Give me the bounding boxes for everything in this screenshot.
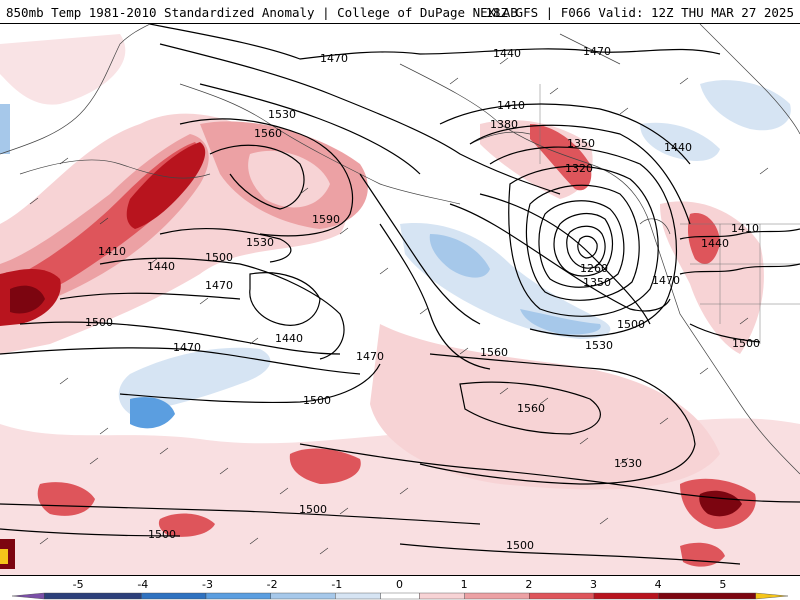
colorbar-tick-label: 5 xyxy=(719,578,726,591)
contour-label: 1440 xyxy=(493,47,521,60)
wind-barbs xyxy=(29,57,769,555)
contour-label: 1410 xyxy=(731,222,759,235)
state-borders xyxy=(539,84,800,344)
geopotential-height-contours xyxy=(0,24,800,565)
colorbar-swatch xyxy=(419,592,465,600)
colorbar-tick-label: -1 xyxy=(331,578,342,591)
map-title: 850mb Temp 1981-2010 Standardized Anomal… xyxy=(6,5,518,20)
colorbar-swatch xyxy=(270,592,336,600)
colorbar-swatch xyxy=(335,592,381,600)
contour-label: 1470 xyxy=(205,279,233,292)
contour-label: 1440 xyxy=(701,237,729,250)
colorbar-swatch xyxy=(141,592,207,600)
contour-label: 1470 xyxy=(320,52,348,65)
coastlines xyxy=(0,24,800,475)
contour-label: 1500 xyxy=(299,503,327,516)
contour-label: 1500 xyxy=(205,251,233,264)
colorbar-tick-label: 3 xyxy=(590,578,597,591)
contour-label: 1350 xyxy=(583,276,611,289)
contour-label: 1500 xyxy=(506,539,534,552)
colorbar-swatch xyxy=(205,592,271,600)
lows-highs-rings xyxy=(0,575,800,576)
colorbar-tick-label: 4 xyxy=(655,578,662,591)
contour-label: 1380 xyxy=(490,118,518,131)
colorbar-swatch xyxy=(464,592,530,600)
colorbar-swatch xyxy=(593,592,659,600)
contour-label: 1500 xyxy=(617,318,645,331)
colorbar-tick-label: -5 xyxy=(73,578,84,591)
contour-label: 1410 xyxy=(98,245,126,258)
contour-label: 1500 xyxy=(732,337,760,350)
colorbar-swatch xyxy=(755,592,789,600)
contour-label: 1350 xyxy=(567,137,595,150)
colorbar-tick-label: 0 xyxy=(396,578,403,591)
contour-label: 1440 xyxy=(147,260,175,273)
contour-label: 1500 xyxy=(303,394,331,407)
colorbar-swatch xyxy=(529,592,595,600)
contour-label: 1560 xyxy=(517,402,545,415)
contour-label: 1530 xyxy=(246,236,274,249)
temperature-anomaly-shading xyxy=(0,24,800,576)
height-contour-labels: 1470 1440 1470 1530 1560 1590 1530 1500 … xyxy=(85,45,760,552)
colorbar-tick-label: 1 xyxy=(461,578,468,591)
contour-label: 1410 xyxy=(497,99,525,112)
contour-label: 1260 xyxy=(580,262,608,275)
color-scale-bar: -5 -4 -3 -2 -1 0 1 2 3 4 5 xyxy=(0,576,800,600)
colorbar-swatch xyxy=(44,592,142,600)
contour-label: 1440 xyxy=(664,141,692,154)
colorbar-ticks: -5 -4 -3 -2 -1 0 1 2 3 4 5 xyxy=(73,578,727,591)
colorbar-tick-label: 2 xyxy=(525,578,532,591)
contour-label: 1470 xyxy=(583,45,611,58)
colorbar-tick-label: -2 xyxy=(267,578,278,591)
contour-label: 1500 xyxy=(85,316,113,329)
contour-label: 1470 xyxy=(173,341,201,354)
map-header: 850mb Temp 1981-2010 Standardized Anomal… xyxy=(0,0,800,24)
contour-label: 1530 xyxy=(268,108,296,121)
contour-label: 1470 xyxy=(652,274,680,287)
anomaly-map: 1470 1440 1470 1530 1560 1590 1530 1500 … xyxy=(0,24,800,576)
contour-label: 1440 xyxy=(275,332,303,345)
contour-label: 1470 xyxy=(356,350,384,363)
colorbar-tick-label: -4 xyxy=(137,578,148,591)
colorbar-swatch xyxy=(11,592,45,600)
contour-label: 1590 xyxy=(312,213,340,226)
colorbar-swatch xyxy=(380,592,420,600)
contour-label: 1500 xyxy=(148,528,176,541)
colorbar-swatches xyxy=(11,592,789,600)
model-run-info: 18Z GFS | F066 Valid: 12Z THU MAR 27 202… xyxy=(485,5,794,20)
colorbar-swatch xyxy=(658,592,756,600)
contour-label: 1530 xyxy=(614,457,642,470)
colorbar-tick-label: -3 xyxy=(202,578,213,591)
contour-label: 1560 xyxy=(254,127,282,140)
contour-label: 1530 xyxy=(585,339,613,352)
contour-label: 1320 xyxy=(565,162,593,175)
contour-label: 1560 xyxy=(480,346,508,359)
